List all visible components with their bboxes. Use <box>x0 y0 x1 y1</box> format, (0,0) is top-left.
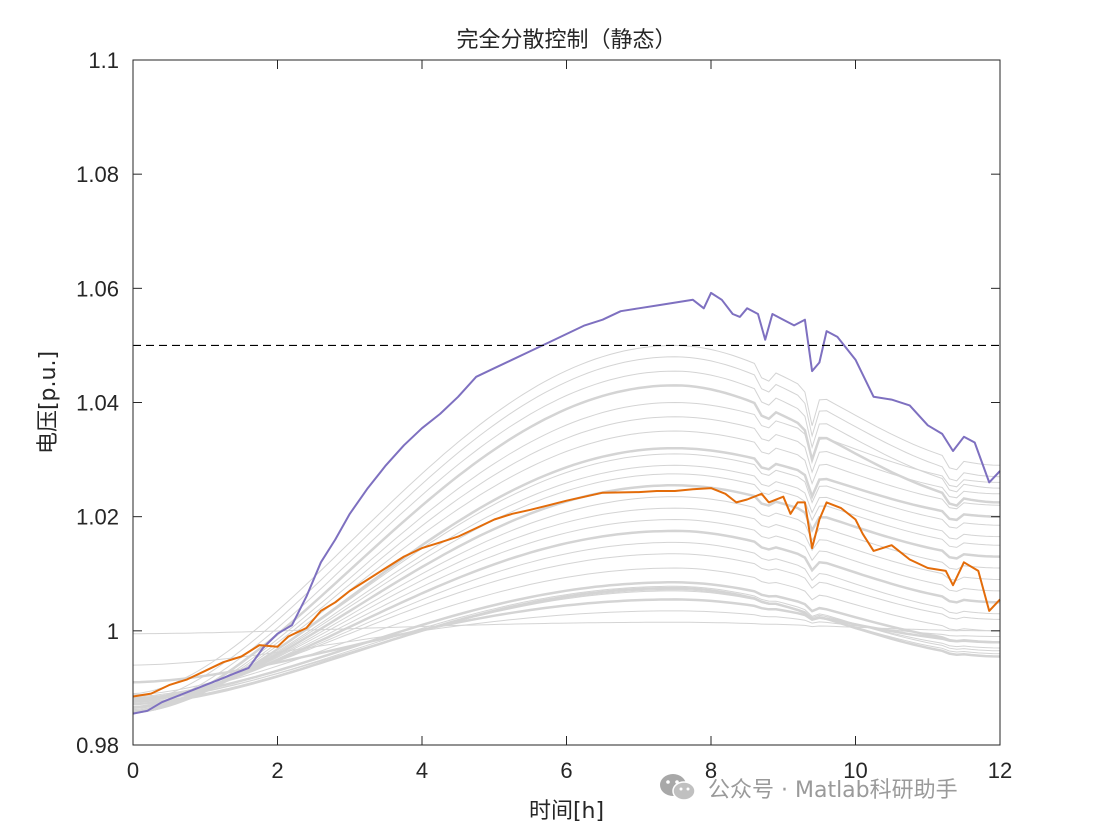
y-tick-label: 1.06 <box>76 276 119 301</box>
x-tick-label: 8 <box>705 758 717 783</box>
background-series-line <box>132 356 1001 703</box>
x-tick-label: 4 <box>416 758 428 783</box>
x-tick-label: 0 <box>127 758 139 783</box>
y-axis-label: 电压[p.u.] <box>36 351 61 454</box>
x-axis-label: 时间[h] <box>529 799 604 824</box>
background-series-line <box>132 529 1001 702</box>
wechat-icon <box>660 774 696 801</box>
chart-title: 完全分散控制（静态） <box>456 28 676 53</box>
y-tick-label: 1.02 <box>76 505 119 530</box>
background-series-line <box>132 567 1001 697</box>
highlighted-series-group <box>132 291 1001 715</box>
x-tick-label: 12 <box>988 758 1012 783</box>
watermark: 公众号 · Matlab科研助手 <box>658 768 958 808</box>
x-tick-label: 2 <box>271 758 283 783</box>
background-series-line <box>132 598 1001 684</box>
x-tick-label: 6 <box>560 758 572 783</box>
background-series-line <box>132 586 1001 706</box>
background-series-line <box>132 416 1001 714</box>
y-tick-label: 1 <box>107 619 119 644</box>
y-tick-label: 0.98 <box>76 733 119 758</box>
background-series-line <box>132 507 1001 705</box>
watermark-text: 公众号 · Matlab科研助手 <box>708 778 958 803</box>
background-series-line <box>132 581 1001 700</box>
series-line-orange <box>132 487 1001 698</box>
background-series-line <box>132 401 1001 714</box>
background-series-line <box>132 370 1001 709</box>
y-tick-label: 1.1 <box>88 48 119 73</box>
y-tick-label: 1.08 <box>76 162 119 187</box>
background-series-line <box>132 610 1000 666</box>
background-series-line <box>132 585 1001 701</box>
x-axis-ticks: 0 2 4 6 8 10 12 <box>127 60 1012 783</box>
x-tick-label: 10 <box>843 758 867 783</box>
background-series-line <box>132 464 1001 711</box>
axes-box <box>132 59 1001 746</box>
background-series-line <box>133 621 1000 635</box>
background-series-line <box>132 518 1001 703</box>
series-line-purple <box>132 291 1001 715</box>
y-tick-label: 1.04 <box>76 391 119 416</box>
y-axis-ticks: 0.98 1 1.02 1.04 1.06 1.08 1.1 <box>76 48 1000 758</box>
background-series-group <box>132 344 1001 714</box>
background-series-line <box>132 446 1001 714</box>
background-series-line <box>132 344 1001 695</box>
background-series-line <box>132 496 1001 707</box>
